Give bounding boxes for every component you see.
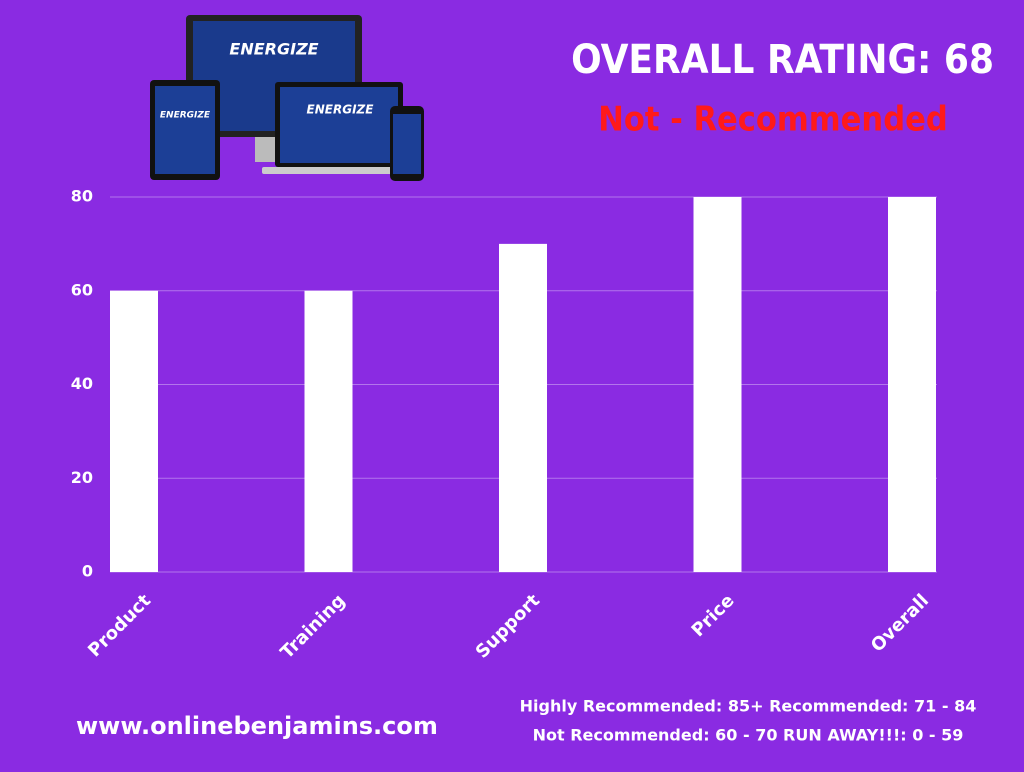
bar	[499, 243, 547, 572]
rating-key: Highly Recommended: 85+ Recommended: 71 …	[520, 697, 977, 716]
phone-screen	[393, 114, 421, 174]
website: www.onlinebenjamins.com	[76, 712, 438, 740]
y-tick-label: 0	[82, 562, 93, 581]
y-tick-label: 40	[71, 374, 93, 393]
y-tick-label: 60	[71, 280, 93, 299]
tablet-screen	[155, 86, 215, 174]
rating-key: Not Recommended: 60 - 70 RUN AWAY!!!: 0 …	[533, 726, 964, 745]
bar	[304, 290, 353, 572]
laptop-base	[262, 167, 416, 174]
product-label: ENERGIZE	[229, 40, 318, 59]
y-tick-label: 20	[71, 468, 93, 487]
laptop-screen	[280, 87, 398, 163]
y-tick-label: 80	[71, 187, 93, 206]
product-image: ENERGIZE ENERGIZE ENERGIZE	[150, 15, 424, 181]
bar	[888, 197, 936, 572]
bar	[110, 290, 158, 572]
product-label: ENERGIZE	[307, 103, 375, 117]
product-label: ENERGIZE	[160, 111, 211, 121]
chart-title: OVERALL RATING: 68	[571, 37, 994, 83]
bar	[693, 197, 742, 572]
chart-subtitle: Not - Recommended	[598, 100, 948, 140]
